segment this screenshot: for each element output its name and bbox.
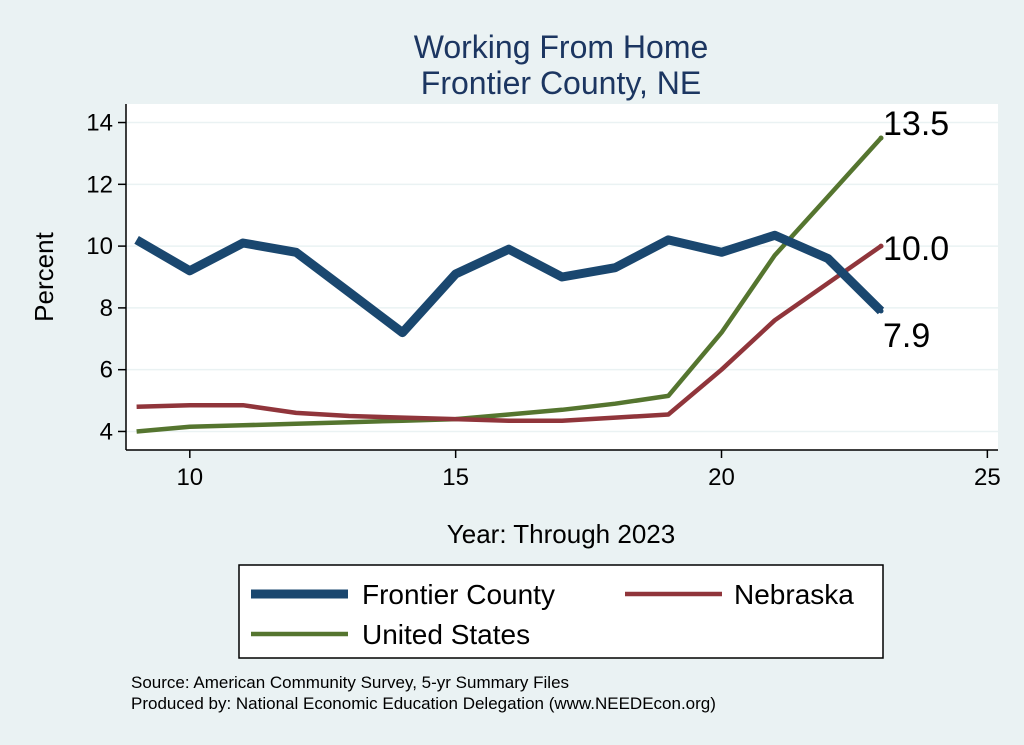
chart-title-line-2: Frontier County, NE — [421, 65, 701, 101]
y-tick-label: 4 — [100, 418, 113, 445]
x-tick-label: 25 — [974, 464, 1001, 491]
y-tick-label: 10 — [86, 233, 113, 260]
x-tick-label: 15 — [442, 464, 469, 491]
y-axis-label: Percent — [29, 231, 59, 321]
series-line-frontier-county — [134, 230, 885, 338]
end-label-nebraska: 10.0 — [883, 230, 949, 268]
legend: Frontier County Nebraska United States — [251, 579, 854, 650]
series-line-united-states — [136, 136, 883, 434]
y-tick-label: 8 — [100, 295, 113, 322]
end-label-united-states: 13.5 — [883, 105, 949, 143]
chart-title-line-1: Working From Home — [414, 29, 709, 65]
y-tick-label: 6 — [100, 357, 113, 384]
series-line-nebraska — [136, 244, 883, 423]
end-marker-nebraska — [878, 243, 884, 249]
producer-note: Produced by: National Economic Education… — [131, 694, 716, 713]
x-tick-label: 20 — [708, 464, 735, 491]
end-value-labels: 13.5 10.0 7.9 — [878, 105, 949, 355]
legend-label-frontier-county: Frontier County — [362, 579, 555, 610]
x-axis-ticks: 10 15 20 25 — [176, 450, 1001, 491]
x-axis-label: Year: Through 2023 — [447, 519, 675, 549]
y-tick-label: 14 — [86, 110, 113, 137]
y-axis-ticks: 4 6 8 10 12 14 — [86, 110, 126, 445]
y-tick-label: 12 — [86, 171, 113, 198]
x-tick-label: 10 — [176, 464, 203, 491]
end-marker-united-states — [878, 135, 884, 141]
end-label-frontier-county: 7.9 — [883, 317, 930, 355]
legend-label-united-states: United States — [362, 619, 530, 650]
end-marker-frontier-county — [878, 308, 884, 314]
data-series — [134, 136, 885, 434]
source-note: Source: American Community Survey, 5-yr … — [131, 673, 569, 692]
legend-box — [238, 564, 884, 659]
legend-label-nebraska: Nebraska — [734, 579, 854, 610]
